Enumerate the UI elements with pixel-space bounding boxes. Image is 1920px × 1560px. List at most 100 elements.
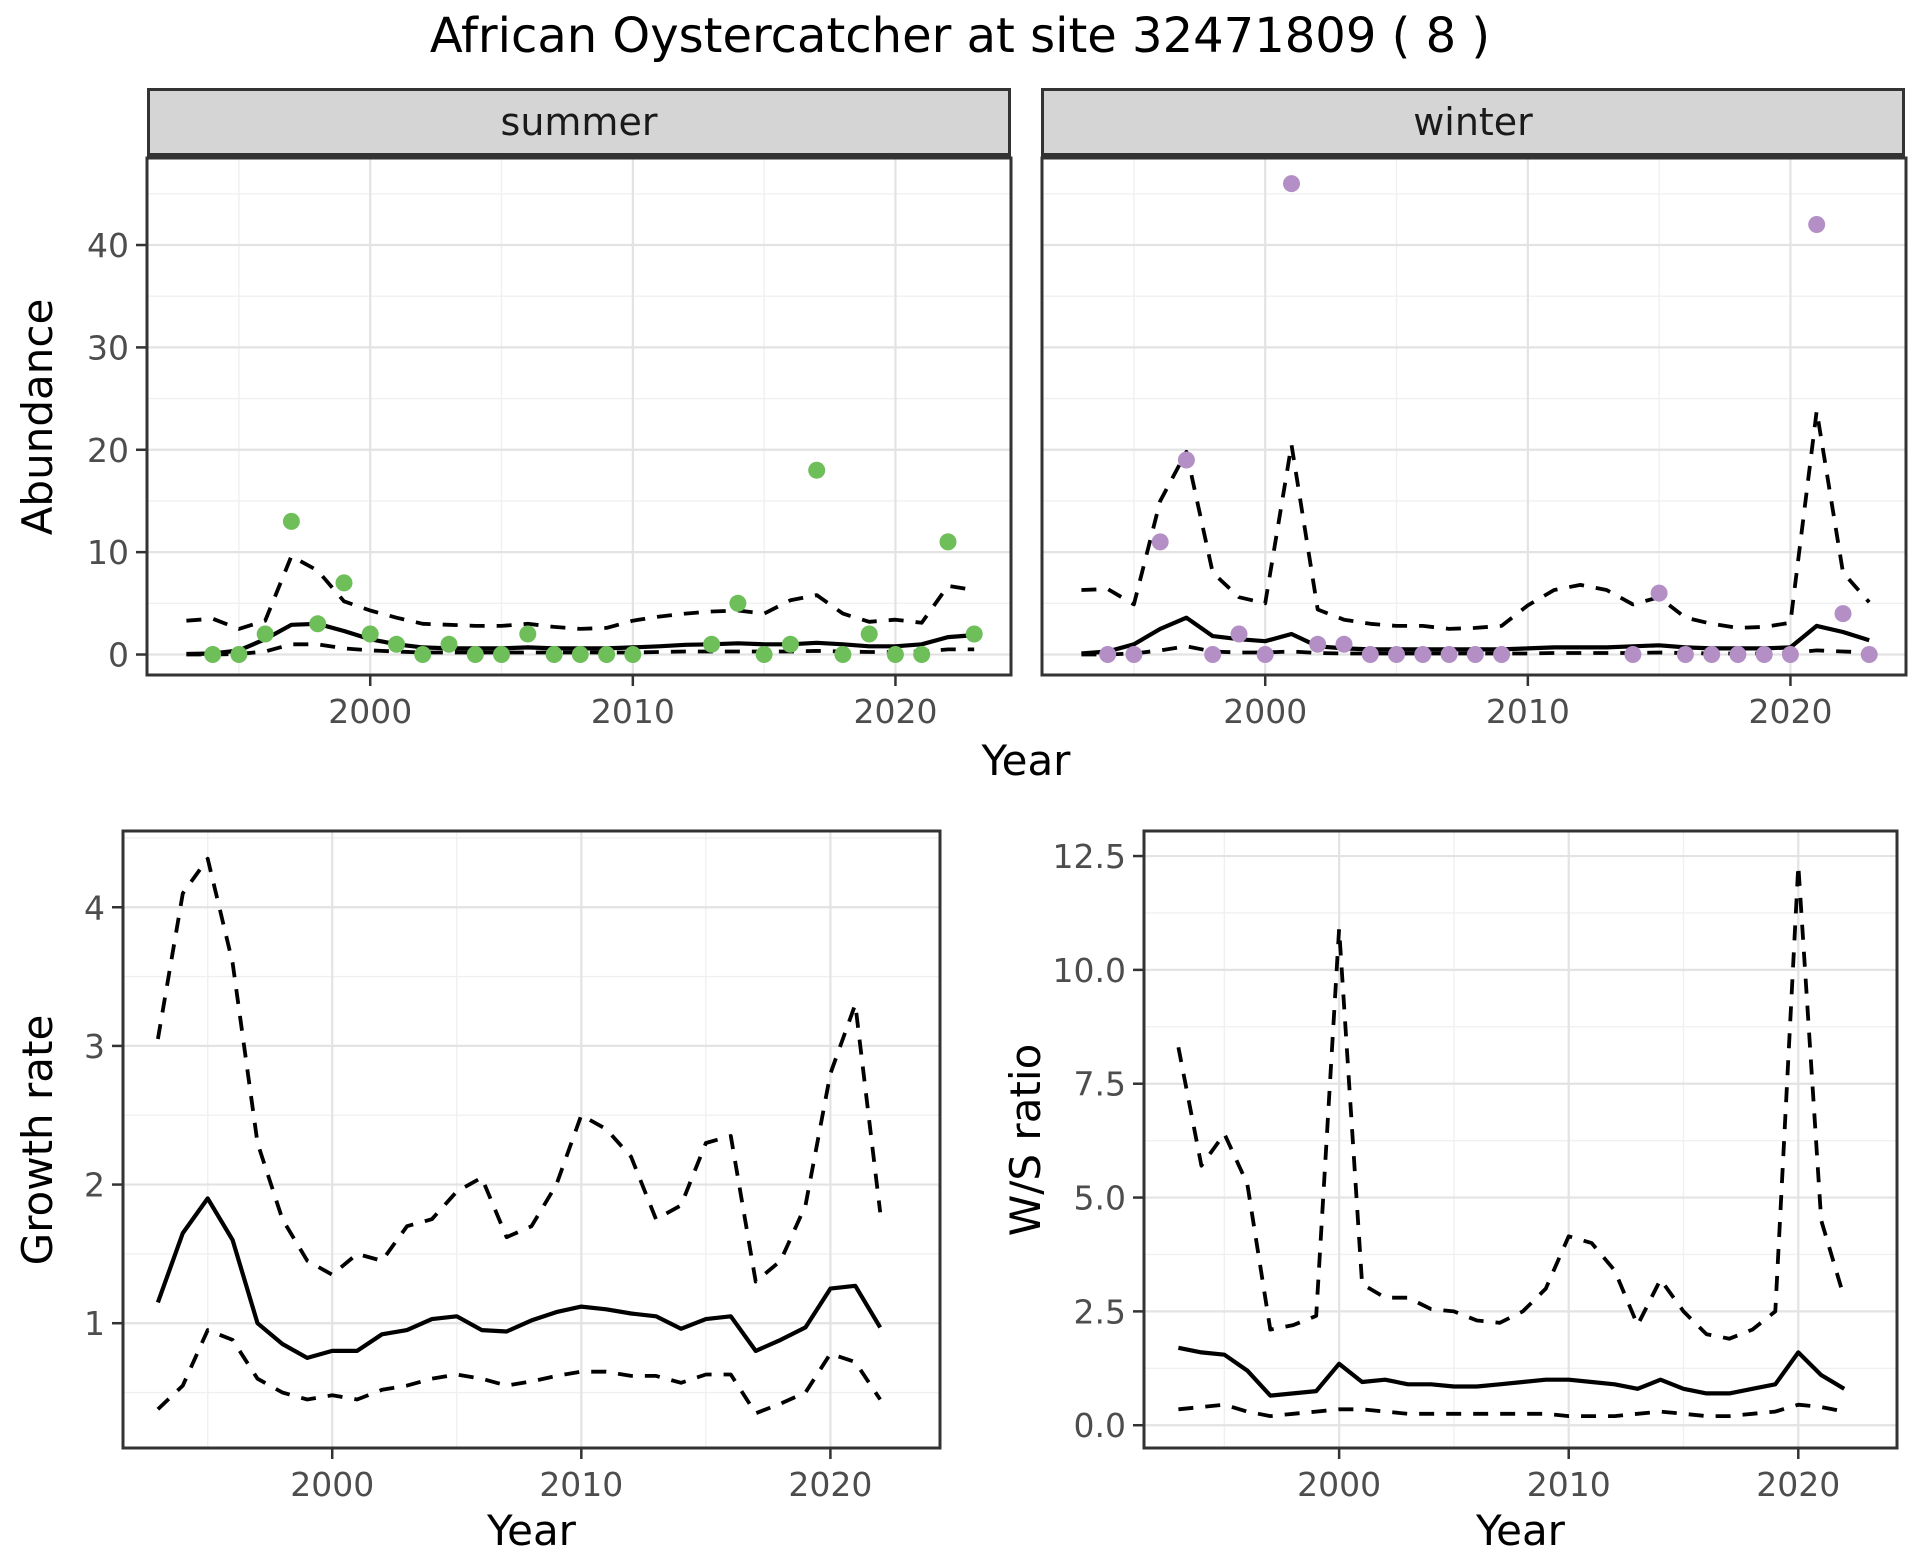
facet-strip-winter: winter [1041, 88, 1905, 158]
data-point [860, 625, 878, 643]
facet-strip-summer-label: summer [500, 100, 658, 144]
panel-abundance-winter: 2000 2010 2020 [1040, 156, 1908, 731]
lower-ci-line [1178, 1402, 1845, 1418]
data-point [1729, 646, 1747, 663]
figure-title: African Oystercatcher at site 32471809 (… [429, 8, 1491, 64]
data-point [913, 646, 931, 663]
x-tick-label: 2020 [853, 692, 937, 731]
panel-abundance-summer: 2000 2010 2020 0 10 20 30 40 [87, 156, 1013, 731]
x-tick-label: 2020 [1756, 1465, 1840, 1504]
y-tick-label: 20 [87, 431, 129, 470]
data-point [440, 635, 458, 653]
y-tick-label: 1 [84, 1304, 105, 1343]
panel-background [123, 831, 940, 1448]
data-point [388, 635, 405, 653]
data-point [1309, 635, 1327, 653]
x-axis-title-ws-ratio: Year [1476, 1506, 1565, 1555]
panel-background [147, 158, 1011, 675]
data-point [1624, 646, 1642, 663]
lower-ci-line [156, 1328, 882, 1416]
data-point [808, 461, 826, 479]
data-point [1256, 646, 1274, 663]
data-point [1177, 451, 1195, 469]
x-tick-label: 2010 [539, 1465, 623, 1504]
panel-growth-rate: 2000 2010 2020 1 2 3 4 [84, 829, 942, 1504]
panel-border [1142, 829, 1899, 1450]
x-tick-label: 2010 [591, 692, 675, 731]
data-point [466, 646, 484, 663]
data-point [1335, 635, 1353, 653]
x-tick-label: 2000 [1223, 692, 1307, 731]
data-point [309, 615, 327, 633]
data-point [1860, 646, 1878, 663]
facet-strip-summer: summer [147, 88, 1011, 158]
y-tick-label: 5.0 [1074, 1179, 1126, 1218]
y-tick-label: 10 [87, 533, 129, 572]
panel-border [121, 829, 942, 1450]
y-tick-label: 30 [87, 328, 129, 367]
facet-strip-winter-label: winter [1413, 100, 1533, 144]
panel-background [1042, 158, 1906, 675]
data-point [230, 646, 248, 663]
y-tick-label: 3 [84, 1027, 105, 1066]
y-tick-label: 10.0 [1053, 951, 1126, 990]
panel-background [1144, 831, 1897, 1448]
upper-ci-line [1176, 863, 1847, 1341]
data-point [1283, 175, 1300, 193]
data-point [703, 635, 721, 653]
y-tick-label: 2 [84, 1166, 105, 1205]
data-point [1151, 533, 1169, 551]
data-point [1361, 646, 1379, 663]
upper-ci-line [186, 554, 975, 631]
median-line [155, 1196, 883, 1361]
data-point [624, 646, 642, 663]
data-point [414, 646, 432, 663]
data-point [1834, 605, 1852, 623]
data-point [1440, 646, 1458, 663]
y-axis-title-ws-ratio: W/S ratio [1001, 1043, 1050, 1237]
data-point [1650, 584, 1668, 602]
data-point [571, 646, 589, 663]
y-tick-label: 12.5 [1053, 837, 1126, 876]
upper-ci-line [156, 856, 883, 1284]
panel-border [1040, 156, 1908, 677]
data-point [204, 646, 222, 663]
data-point [545, 646, 563, 663]
y-tick-label: 7.5 [1074, 1065, 1126, 1104]
data-point [335, 574, 353, 592]
x-tick-label: 2010 [1486, 692, 1570, 731]
data-point [598, 646, 616, 663]
data-point [1204, 646, 1222, 663]
x-tick-label: 2020 [788, 1465, 872, 1504]
data-point [1755, 646, 1773, 663]
median-line [1177, 1345, 1846, 1398]
x-tick-label: 2020 [1748, 692, 1832, 731]
data-point [1125, 646, 1143, 663]
data-point [939, 533, 957, 551]
data-point [834, 646, 852, 663]
upper-ci-line [1081, 408, 1871, 631]
data-point [1414, 646, 1432, 663]
data-point [1388, 646, 1405, 663]
x-tick-label: 2010 [1527, 1465, 1611, 1504]
y-tick-label: 2.5 [1074, 1292, 1126, 1331]
data-point [781, 635, 799, 653]
data-point [256, 625, 274, 643]
panel-border [145, 156, 1013, 677]
data-point [729, 594, 747, 612]
y-tick-label: 0.0 [1074, 1406, 1126, 1445]
x-tick-label: 2000 [1297, 1465, 1381, 1504]
data-point [282, 512, 300, 530]
data-point [1808, 216, 1826, 233]
data-point [1099, 646, 1117, 663]
data-point [493, 646, 510, 663]
y-tick-label: 4 [84, 888, 105, 927]
data-point [1676, 646, 1694, 663]
x-tick-label: 2000 [328, 692, 412, 731]
data-point [1493, 646, 1511, 663]
data-point [965, 625, 983, 643]
data-point [1466, 646, 1484, 663]
data-point [886, 646, 904, 663]
data-point [361, 625, 379, 643]
